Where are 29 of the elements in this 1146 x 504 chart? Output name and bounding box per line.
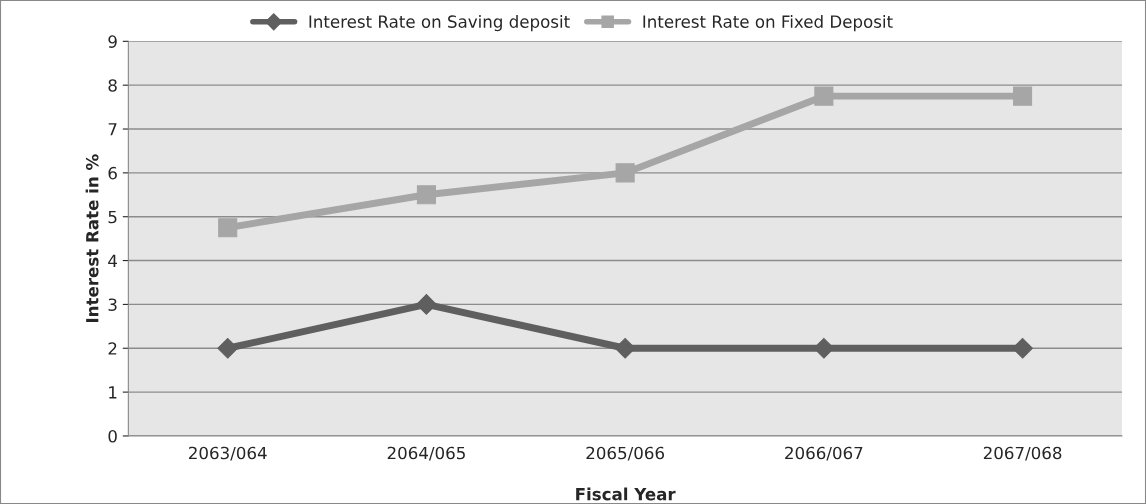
x-tick-label: 2066/067 — [785, 446, 863, 461]
x-tick-label: 2065/066 — [586, 446, 665, 461]
y-tick-label: 1 — [109, 386, 117, 399]
y-axis-title: Interest Rate in % — [85, 154, 99, 322]
point — [217, 337, 239, 359]
y-tick-label: 0 — [108, 429, 117, 443]
point — [614, 337, 636, 359]
legend-label: Interest Rate on Fixed Deposit — [643, 15, 893, 32]
x-tick-label: 2064/065 — [387, 446, 465, 461]
point — [615, 163, 635, 183]
x-axis-title: Fiscal Year — [576, 487, 676, 501]
y-tick-label: 9 — [108, 35, 117, 48]
y-tick-label: 7 — [108, 123, 117, 136]
point — [416, 294, 437, 315]
point — [1013, 86, 1033, 106]
y-tick-label: 6 — [108, 166, 117, 180]
point — [416, 185, 436, 205]
point — [814, 86, 834, 106]
x-tick-label: 2063/064 — [189, 446, 267, 461]
y-tick-label: 2 — [108, 342, 117, 355]
y-tick-label: 8 — [108, 79, 117, 92]
y-tick-label: 5 — [108, 210, 117, 224]
point — [813, 337, 835, 359]
y-tick-label: 3 — [108, 298, 117, 311]
point — [218, 218, 238, 238]
point — [1012, 337, 1033, 359]
legend-label: Interest Rate on Saving deposit — [309, 15, 570, 32]
y-tick-label: 4 — [108, 254, 117, 267]
x-tick-label: 2067/068 — [983, 446, 1062, 461]
